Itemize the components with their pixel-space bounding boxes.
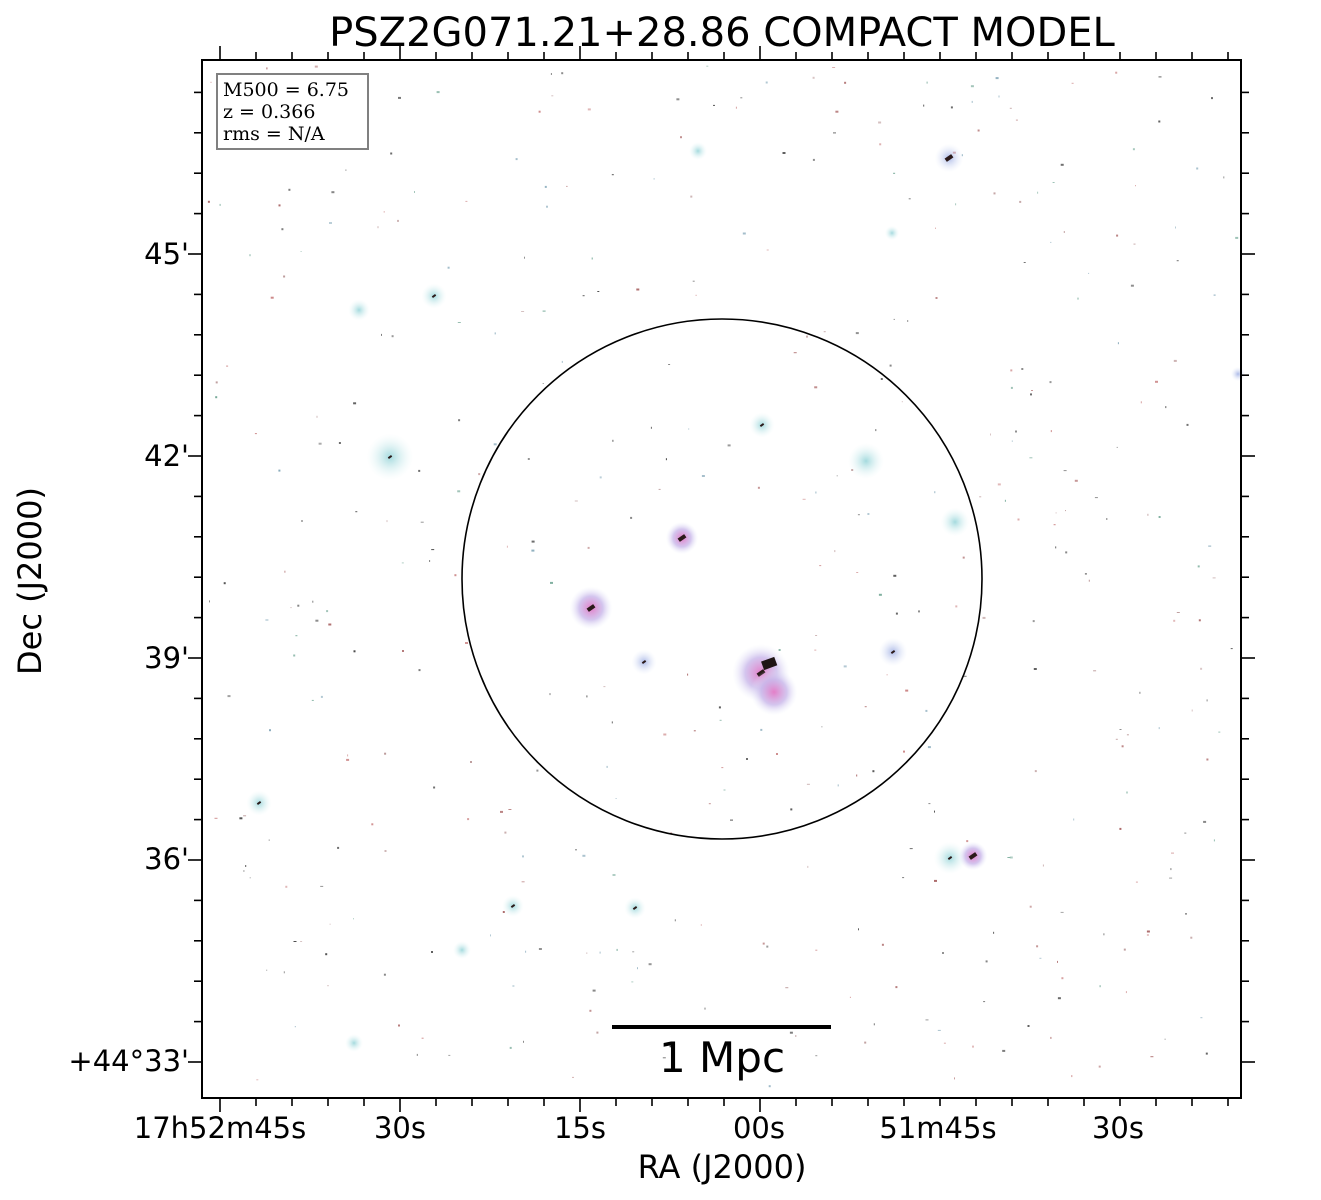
y-tick-label: 39' (144, 641, 189, 675)
info-legend: M500 = 6.75 z = 0.366 rms = N/A (216, 73, 369, 150)
background-noise (207, 65, 1239, 1088)
plot-title: PSZ2G071.21+28.86 COMPACT MODEL (329, 10, 1115, 56)
x-tick-label: 30s (374, 1111, 426, 1145)
scale-bar: 1 Mpc (612, 1025, 831, 1082)
y-tick-label: +44°33' (68, 1044, 189, 1078)
y-axis-title: Dec (J2000) (11, 487, 49, 675)
legend-mass: M500 = 6.75 (223, 79, 349, 101)
x-tick-label: 00s (733, 1111, 785, 1145)
axis-ticks (188, 46, 1255, 1112)
x-axis-title: RA (J2000) (638, 1148, 807, 1186)
x-tick-label: 15s (554, 1111, 606, 1145)
compact-sources (246, 142, 1246, 1052)
x-tick-label: 30s (1092, 1111, 1144, 1145)
legend-rms: rms = N/A (223, 123, 325, 145)
image-area (202, 60, 1246, 1098)
scale-bar-label: 1 Mpc (659, 1033, 785, 1082)
legend-redshift: z = 0.366 (223, 101, 315, 123)
y-tick-label: 45' (144, 237, 189, 271)
aperture-circle (461, 318, 983, 840)
y-tick-label: 36' (144, 842, 189, 876)
plot-frame (201, 59, 1242, 1099)
y-tick-label: 42' (144, 439, 189, 473)
x-tick-label: 51m45s (879, 1111, 996, 1145)
x-tick-label: 17h52m45s (134, 1111, 306, 1145)
